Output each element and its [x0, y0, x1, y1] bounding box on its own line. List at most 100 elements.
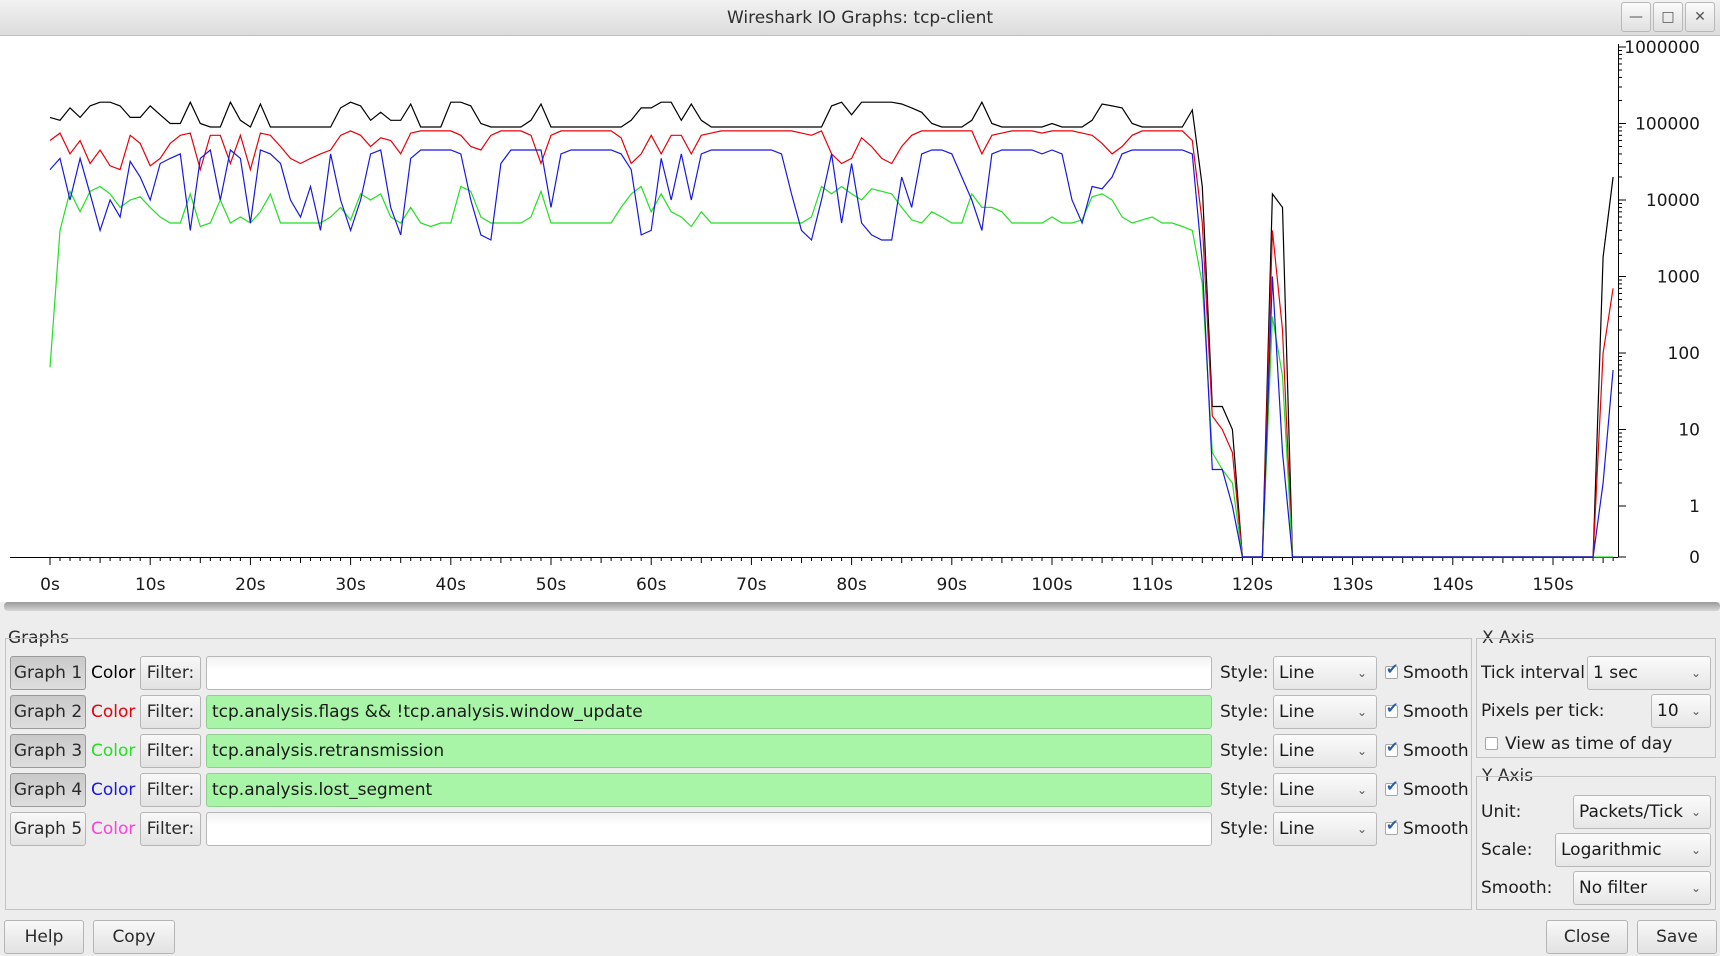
graph-2-color-label[interactable]: Color [91, 702, 136, 722]
pixels-per-tick-select[interactable]: 10 ⌄ [1651, 694, 1711, 728]
graph-4-color-label[interactable]: Color [91, 780, 136, 800]
graph-5-filter-button[interactable]: Filter: [140, 812, 201, 846]
title-bar: Wireshark IO Graphs: tcp-client — □ ✕ [0, 0, 1720, 36]
y-tick-label: 1000000 [1624, 38, 1700, 58]
checkmark-icon: ✔ [1386, 777, 1399, 795]
chevron-down-icon: ⌄ [1690, 666, 1701, 680]
checkmark-icon: ✔ [1386, 660, 1399, 678]
graph-1-filter-button[interactable]: Filter: [140, 656, 201, 690]
graph-5-smooth-label[interactable]: Smooth [1403, 819, 1469, 839]
y-smooth-value: No filter [1579, 878, 1648, 898]
graph-4-style-value: Line [1279, 780, 1315, 800]
graph-2-toggle-button[interactable]: Graph 2 [10, 695, 86, 729]
time-of-day-checkbox[interactable] [1485, 737, 1498, 750]
x-tick-label: 120s [1232, 575, 1273, 595]
graph-1-style-select[interactable]: Line ⌄ [1273, 656, 1377, 690]
graph-4-style-select[interactable]: Line ⌄ [1273, 773, 1377, 807]
graph-3-color-label[interactable]: Color [91, 741, 136, 761]
tick-interval-value: 1 sec [1593, 663, 1638, 683]
graph-1-style-value: Line [1279, 663, 1315, 683]
graph-2-filter-button[interactable]: Filter: [140, 695, 201, 729]
y-tick-label: 10000 [1646, 191, 1700, 211]
chevron-down-icon: ⌄ [1690, 881, 1701, 895]
graph-2-smooth-checkbox[interactable]: ✔ [1385, 699, 1399, 718]
graph-5-color-label[interactable]: Color [91, 819, 136, 839]
graph-1-smooth-checkbox[interactable]: ✔ [1385, 660, 1399, 679]
graph-3-toggle-button[interactable]: Graph 3 [10, 734, 86, 768]
graph-5-style-select[interactable]: Line ⌄ [1273, 812, 1377, 846]
time-of-day-label[interactable]: View as time of day [1505, 734, 1673, 754]
graph-4-style-label: Style: [1220, 780, 1269, 800]
io-graph-svg[interactable]: 0s 10s 20s 30s 40s 50s 60s 70s 80s 90s 100s 110s 120… [0, 36, 1720, 602]
unit-value: Packets/Tick [1579, 802, 1683, 822]
y-tick-label: 100000 [1635, 115, 1700, 135]
y-axis-group-frame [1476, 776, 1716, 910]
graph-5-toggle-button[interactable]: Graph 5 [10, 812, 86, 846]
series-2-line [49, 130, 1614, 558]
graph-2-style-select[interactable]: Line ⌄ [1273, 695, 1377, 729]
close-icon[interactable]: ✕ [1685, 2, 1715, 32]
tick-interval-label: Tick interval: [1481, 663, 1591, 683]
graph-3-filter-button[interactable]: Filter: [140, 734, 201, 768]
minimize-icon[interactable]: — [1621, 2, 1651, 32]
x-tick-label: 140s [1432, 575, 1473, 595]
chevron-down-icon: ⌄ [1356, 783, 1367, 797]
x-tick-label: 130s [1332, 575, 1373, 595]
x-tick-label: 150s [1532, 575, 1573, 595]
graph-2-filter-input[interactable]: tcp.analysis.flags && !tcp.analysis.wind… [206, 695, 1212, 729]
y-smooth-select[interactable]: No filter ⌄ [1573, 871, 1711, 905]
x-tick-label: 0s [40, 575, 60, 595]
graph-3-style-select[interactable]: Line ⌄ [1273, 734, 1377, 768]
scale-value: Logarithmic [1561, 840, 1662, 860]
x-axis-group-frame [1476, 638, 1716, 758]
graph-3-smooth-label[interactable]: Smooth [1403, 741, 1469, 761]
graph-4-smooth-label[interactable]: Smooth [1403, 780, 1469, 800]
graph-5-filter-input[interactable] [206, 812, 1212, 846]
graph-4-filter-button[interactable]: Filter: [140, 773, 201, 807]
series-1-line [49, 100, 1614, 558]
x-tick-label: 100s [1031, 575, 1072, 595]
y-tick-label: 100 [1668, 344, 1700, 364]
series-4-line [49, 148, 1614, 558]
tick-interval-select[interactable]: 1 sec ⌄ [1587, 656, 1711, 690]
checkmark-icon: ✔ [1386, 699, 1399, 717]
chevron-down-icon: ⌄ [1690, 704, 1701, 718]
close-button[interactable]: Close [1546, 920, 1628, 954]
x-tick-label: 40s [436, 575, 467, 595]
pixels-per-tick-label: Pixels per tick: [1481, 701, 1605, 721]
copy-button[interactable]: Copy [93, 920, 175, 954]
unit-select[interactable]: Packets/Tick ⌄ [1573, 795, 1711, 829]
graph-3-style-value: Line [1279, 741, 1315, 761]
graph-4-toggle-button[interactable]: Graph 4 [10, 773, 86, 807]
series-3-line [49, 185, 1614, 558]
x-tick-label: 90s [937, 575, 968, 595]
graph-3-filter-input[interactable]: tcp.analysis.retransmission [206, 734, 1212, 768]
checkmark-icon: ✔ [1386, 738, 1399, 756]
x-tick-label: 70s [736, 575, 767, 595]
pane-splitter-handle[interactable] [4, 602, 1720, 611]
io-graph-plot[interactable]: 0s 10s 20s 30s 40s 50s 60s 70s 80s 90s 100s 110s 120… [0, 36, 1720, 602]
graph-1-filter-input[interactable] [206, 656, 1212, 690]
chevron-down-icon: ⌄ [1356, 705, 1367, 719]
graph-5-smooth-checkbox[interactable]: ✔ [1385, 816, 1399, 835]
y-tick-label: 10 [1678, 421, 1700, 441]
graph-1-color-label[interactable]: Color [91, 663, 136, 683]
maximize-icon[interactable]: □ [1653, 2, 1683, 32]
graph-1-smooth-label[interactable]: Smooth [1403, 663, 1469, 683]
graph-4-smooth-checkbox[interactable]: ✔ [1385, 777, 1399, 796]
graph-2-smooth-label[interactable]: Smooth [1403, 702, 1469, 722]
x-tick-label: 20s [235, 575, 266, 595]
graph-3-smooth-checkbox[interactable]: ✔ [1385, 738, 1399, 757]
graph-3-style-label: Style: [1220, 741, 1269, 761]
checkmark-icon: ✔ [1386, 816, 1399, 834]
x-tick-label: 30s [335, 575, 366, 595]
chevron-down-icon: ⌄ [1356, 744, 1367, 758]
y-tick-label: 1 [1689, 497, 1700, 517]
graph-1-toggle-button[interactable]: Graph 1 [10, 656, 86, 690]
graph-4-filter-input[interactable]: tcp.analysis.lost_segment [206, 773, 1212, 807]
x-tick-label: 60s [636, 575, 667, 595]
window-title: Wireshark IO Graphs: tcp-client [726, 8, 994, 28]
save-button[interactable]: Save [1637, 920, 1717, 954]
help-button[interactable]: Help [4, 920, 84, 954]
scale-select[interactable]: Logarithmic ⌄ [1555, 833, 1711, 867]
